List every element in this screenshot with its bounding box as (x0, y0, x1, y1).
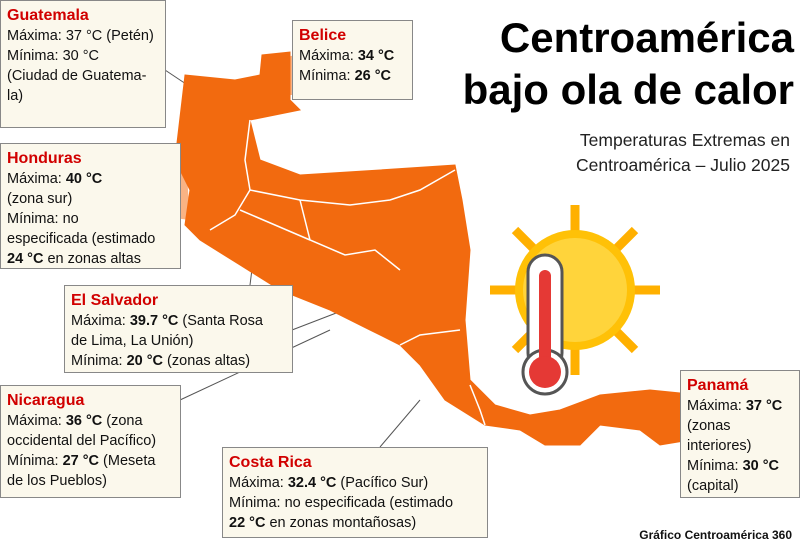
thermometer (521, 253, 569, 396)
country-name: Guatemala (7, 7, 89, 24)
info-line: especificada (estimado (7, 229, 174, 249)
info-text: 39.7 °C (129, 313, 179, 329)
info-text: Mínima: no (7, 211, 79, 227)
info-line: (Ciudad de Guatema- (7, 66, 159, 86)
info-text: (zonas altas) (163, 353, 251, 369)
info-line: Mínima: no (7, 209, 174, 229)
info-text: Máxima: (71, 313, 130, 329)
subtitle: Temperaturas Extremas en Centroamérica –… (576, 128, 790, 178)
country-box: Honduras Máxima: 40 °C (zona sur) Mínima: n… (0, 143, 181, 269)
info-line: Máxima: 32.4 °C (Pacífico Sur) (229, 473, 481, 493)
info-text: la) (7, 88, 24, 104)
subtitle-line: Temperaturas Extremas en (579, 130, 790, 150)
info-text: (zonas (687, 418, 731, 434)
country-name: El Salvador (71, 292, 159, 309)
info-line: la) (7, 86, 159, 106)
info-text: 26 °C (354, 68, 392, 84)
info-line: Máxima: 39.7 °C (Santa Rosa (71, 311, 286, 331)
info-text: Mínima: (687, 458, 743, 474)
title: Centroamérica bajo ola de calor (463, 12, 794, 116)
info-text: Mínima: (71, 353, 127, 369)
info-text: 20 °C (126, 353, 164, 369)
info-line: Máxima: 40 °C (7, 169, 174, 189)
info-line: Mínima: 30 °C (687, 456, 793, 476)
info-line: Máxima: 37 °C (687, 396, 793, 416)
info-text: (zona (102, 413, 143, 429)
info-text: 36 °C (65, 413, 103, 429)
info-text: (Santa Rosa (178, 313, 263, 329)
country-name: Nicaragua (7, 392, 85, 409)
info-line: (zona sur) (7, 189, 174, 209)
info-text: (zona sur) (7, 191, 73, 207)
info-text: de Lima, La Unión) (71, 333, 194, 349)
info-text: Máxima: (687, 398, 746, 414)
info-line: Mínima: 26 °C (299, 66, 406, 86)
info-line: (zonas (687, 416, 793, 436)
info-line: occidental del Pacífico) (7, 431, 174, 451)
info-line: (capital) (687, 476, 793, 496)
country-box: Guatemala Máxima: 37 °C (Petén) Mínima: 30… (0, 0, 166, 128)
info-line: Máxima: 34 °C (299, 46, 406, 66)
info-text: 32.4 °C (287, 475, 337, 491)
info-line: Mínima: 30 °C (7, 46, 159, 66)
info-line: interiores) (687, 436, 793, 456)
info-text: 37 °C (745, 398, 783, 414)
info-text: en zonas altas (43, 251, 141, 267)
country-name: Honduras (7, 150, 82, 167)
info-text: 27 °C (62, 453, 100, 469)
info-text: de los Pueblos) (7, 473, 107, 489)
country-name: Costa Rica (229, 454, 312, 471)
info-text: 22 °C (229, 515, 266, 531)
info-text: Mínima: (299, 68, 355, 84)
info-text: (Meseta (99, 453, 156, 469)
info-text: Mínima: no especificada (estimado (229, 495, 454, 511)
info-text: interiores) (687, 438, 752, 454)
info-text: occidental del Pacífico) (7, 433, 157, 449)
title-line: bajo ola de calor (462, 66, 794, 113)
info-line: de Lima, La Unión) (71, 331, 286, 351)
subtitle-line: Centroamérica – Julio 2025 (575, 155, 790, 175)
info-text: en zonas montañosas) (265, 515, 417, 531)
info-text: especificada (estimado (7, 231, 156, 247)
info-line: 24 °C en zonas altas (7, 249, 174, 269)
country-box: Belice Máxima: 34 °C Mínima: 26 °C (292, 20, 413, 100)
info-line: Mínima: 27 °C (Meseta (7, 451, 174, 471)
info-text: Máxima: (7, 413, 66, 429)
info-text: (Ciudad de Guatema- (7, 68, 147, 84)
info-line: Máxima: 37 °C (Petén) (7, 26, 159, 46)
country-name: Belice (299, 27, 347, 44)
country-box: Panamá Máxima: 37 °C (zonas interiores) Míni… (680, 370, 800, 498)
country-box: El Salvador Máxima: 39.7 °C (Santa Rosa de… (64, 285, 293, 373)
info-line: Máxima: 36 °C (zona (7, 411, 174, 431)
info-line: Mínima: 20 °C (zonas altas) (71, 351, 286, 371)
info-text: Máxima: (299, 48, 358, 64)
info-text: Mínima: (7, 453, 63, 469)
country-box: Costa Rica Máxima: 32.4 °C (Pacífico Sur)… (222, 447, 488, 538)
credit: Gráfico Centroamérica 360 (639, 528, 792, 542)
info-text: 34 °C (357, 48, 395, 64)
info-text: Mínima: 30 °C (7, 48, 100, 64)
sun (490, 205, 660, 375)
info-text: 40 °C (65, 171, 103, 187)
info-text: Máxima: (7, 171, 66, 187)
info-text: 30 °C (742, 458, 780, 474)
info-line: de los Pueblos) (7, 471, 174, 491)
country-box: Nicaragua Máxima: 36 °C (zona occidental d… (0, 385, 181, 498)
info-text: Máxima: 37 °C (Petén) (7, 28, 154, 44)
info-text: 24 °C (7, 251, 44, 267)
info-text: (Pacífico Sur) (336, 475, 429, 491)
info-text: Máxima: (229, 475, 288, 491)
info-text: (capital) (687, 478, 739, 494)
info-line: 22 °C en zonas montañosas) (229, 513, 481, 533)
info-line: Mínima: no especificada (estimado (229, 493, 481, 513)
title-line: Centroamérica (499, 14, 794, 61)
country-name: Panamá (687, 377, 749, 394)
